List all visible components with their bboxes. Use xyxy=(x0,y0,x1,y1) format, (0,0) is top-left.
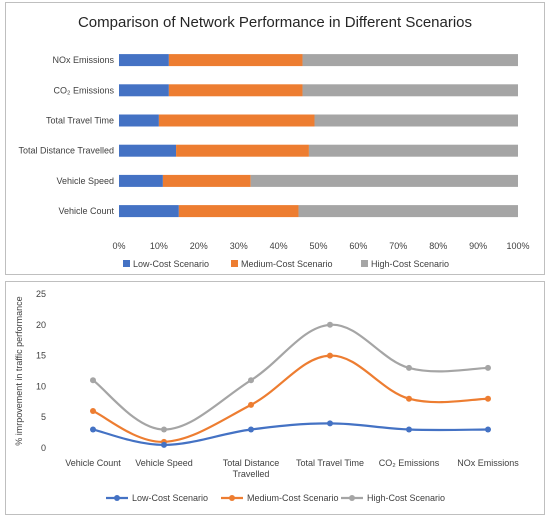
legend-swatch-medium-cost-scenario xyxy=(231,260,238,267)
x-category-label-total-distance-travelled: Travelled xyxy=(233,469,270,479)
series-line-low-cost-scenario xyxy=(92,422,489,447)
point-high-cost-scenario-vehicle-speed xyxy=(161,426,167,433)
category-label-co-emissions: CO₂ Emissions xyxy=(53,85,114,95)
bar-medium-cost-scenario-total-travel-time xyxy=(158,114,315,127)
bar-low-cost-scenario-total-distance-travelled xyxy=(119,144,177,157)
y-tick-label: 15 xyxy=(36,351,46,361)
point-medium-cost-scenario-total-distance-travelled xyxy=(248,401,254,408)
bar-low-cost-scenario-vehicle-speed xyxy=(119,174,163,187)
point-medium-cost-scenario-total-travel-time xyxy=(327,352,333,359)
point-medium-cost-scenario-nox-emissions xyxy=(485,395,491,402)
point-low-cost-scenario-vehicle-count xyxy=(90,426,96,433)
point-high-cost-scenario-total-distance-travelled xyxy=(248,377,254,384)
legend-marker-low-cost-scenario xyxy=(114,495,120,501)
legend-label-medium-cost-scenario: Medium-Cost Scenario xyxy=(241,259,333,269)
point-low-cost-scenario-nox-emissions xyxy=(485,426,491,433)
bar-medium-cost-scenario-nox-emissions xyxy=(168,54,303,67)
point-low-cost-scenario-total-distance-travelled xyxy=(248,426,254,433)
x-category-label-vehicle-count: Vehicle Count xyxy=(65,458,121,468)
line-chart-panel: 0 5 10 15 20 25 Vehicle Count Vehicle Speed Tot… xyxy=(5,281,545,515)
stacked-bar-chart-panel: Comparison of Network Performance in Dif… xyxy=(5,2,545,275)
point-low-cost-scenario-co-emissions xyxy=(406,426,412,433)
category-label-total-distance-travelled: Total Distance Travelled xyxy=(18,146,114,156)
category-label-vehicle-speed: Vehicle Speed xyxy=(56,176,114,186)
y-tick-label: 5 xyxy=(41,412,46,422)
bar-high-cost-scenario-nox-emissions xyxy=(302,54,518,67)
y-tick-label: 20 xyxy=(36,320,46,330)
point-high-cost-scenario-co-emissions xyxy=(406,364,412,371)
x-category-label-co-emissions: CO₂ Emissions xyxy=(379,458,440,468)
series-line-high-cost-scenario xyxy=(92,323,489,431)
bar-medium-cost-scenario-total-distance-travelled xyxy=(176,144,309,157)
x-tick-label: 100% xyxy=(506,241,529,251)
x-category-label-total-distance-travelled: Total Distance xyxy=(223,458,280,468)
bar-low-cost-scenario-vehicle-count xyxy=(119,205,179,218)
x-category-label-vehicle-speed: Vehicle Speed xyxy=(135,458,193,468)
bar-high-cost-scenario-total-travel-time xyxy=(314,114,518,127)
bar-high-cost-scenario-vehicle-speed xyxy=(250,174,519,187)
point-medium-cost-scenario-co-emissions xyxy=(406,395,412,402)
legend-label-medium-cost-scenario: Medium-Cost Scenario xyxy=(247,493,339,503)
legend-swatch-low-cost-scenario xyxy=(123,260,130,267)
bar-high-cost-scenario-total-distance-travelled xyxy=(308,144,518,157)
x-tick-label: 0% xyxy=(112,241,125,251)
x-category-label-nox-emissions: NOx Emissions xyxy=(457,458,519,468)
legend-label-high-cost-scenario: High-Cost Scenario xyxy=(371,259,449,269)
y-tick-label: 0 xyxy=(41,443,46,453)
y-tick-label: 10 xyxy=(36,381,46,391)
point-high-cost-scenario-total-travel-time xyxy=(327,321,333,328)
x-tick-label: 30% xyxy=(230,241,248,251)
bar-medium-cost-scenario-vehicle-speed xyxy=(162,174,251,187)
bar-medium-cost-scenario-vehicle-count xyxy=(178,205,299,218)
chart-title: Comparison of Network Performance in Dif… xyxy=(78,14,472,31)
legend-label-high-cost-scenario: High-Cost Scenario xyxy=(367,493,445,503)
point-high-cost-scenario-nox-emissions xyxy=(485,364,491,371)
line-chart: 0 5 10 15 20 25 Vehicle Count Vehicle Speed Tot… xyxy=(14,289,519,503)
bar-low-cost-scenario-nox-emissions xyxy=(119,54,169,67)
x-tick-label: 20% xyxy=(190,241,208,251)
point-low-cost-scenario-vehicle-speed xyxy=(161,441,167,448)
bar-high-cost-scenario-vehicle-count xyxy=(298,205,518,218)
legend-swatch-high-cost-scenario xyxy=(361,260,368,267)
bar-low-cost-scenario-co-emissions xyxy=(119,84,169,97)
legend-marker-medium-cost-scenario xyxy=(229,495,235,501)
x-tick-label: 40% xyxy=(270,241,288,251)
y-axis-title: % imrpovement in traffic performance xyxy=(14,296,24,445)
y-tick-label: 25 xyxy=(36,289,46,299)
point-medium-cost-scenario-vehicle-count xyxy=(90,408,96,415)
x-tick-label: 60% xyxy=(349,241,367,251)
legend-label-low-cost-scenario: Low-Cost Scenario xyxy=(133,259,209,269)
x-tick-label: 90% xyxy=(469,241,487,251)
x-tick-label: 70% xyxy=(389,241,407,251)
bar-medium-cost-scenario-co-emissions xyxy=(168,84,303,97)
x-tick-label: 80% xyxy=(429,241,447,251)
x-tick-label: 50% xyxy=(309,241,327,251)
legend-label-low-cost-scenario: Low-Cost Scenario xyxy=(132,493,208,503)
bar-low-cost-scenario-total-travel-time xyxy=(119,114,159,127)
category-label-total-travel-time: Total Travel Time xyxy=(46,116,114,126)
bar-high-cost-scenario-co-emissions xyxy=(302,84,518,97)
x-tick-label: 10% xyxy=(150,241,168,251)
x-category-label-total-travel-time: Total Travel Time xyxy=(296,458,364,468)
stacked-bar-chart: Comparison of Network Performance in Dif… xyxy=(18,14,529,269)
category-label-nox-emissions: NOx Emissions xyxy=(52,55,114,65)
category-label-vehicle-count: Vehicle Count xyxy=(58,206,114,216)
legend-marker-high-cost-scenario xyxy=(349,495,355,501)
point-high-cost-scenario-vehicle-count xyxy=(90,377,96,384)
point-low-cost-scenario-total-travel-time xyxy=(327,420,333,427)
